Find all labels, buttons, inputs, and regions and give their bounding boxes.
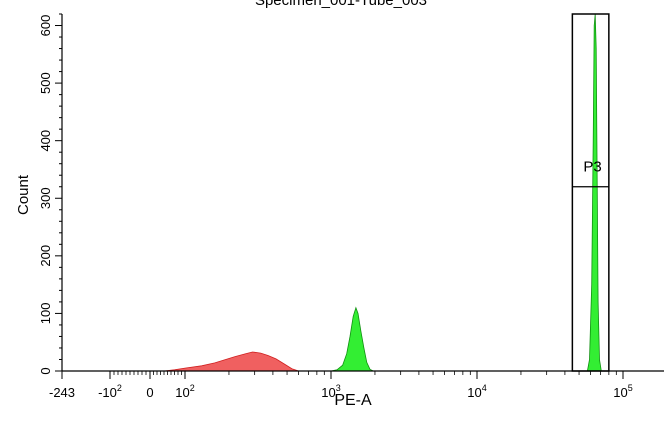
y-tick-label: 0 [38, 367, 53, 374]
y-axis-label: Count [15, 174, 32, 215]
x-tick-label: 104 [467, 383, 486, 400]
x-tick-label: 102 [175, 383, 194, 400]
histogram-peak-2 [330, 306, 374, 372]
chart-title: Specimen_001-Tube_003 [255, 0, 427, 9]
y-tick-label: 600 [38, 15, 53, 37]
y-tick-label: 400 [38, 130, 53, 152]
x-tick-label: 0 [146, 385, 153, 400]
histogram-peak-3 [586, 13, 602, 372]
gate-1-label: P3 [583, 159, 601, 176]
x-tick-label: -243 [49, 385, 75, 400]
histogram-peak-1 [163, 351, 299, 372]
y-tick-label: 100 [38, 303, 53, 325]
x-tick-label: -102 [98, 383, 122, 400]
x-tick-label: 105 [613, 383, 632, 400]
x-axis-label: PE-A [334, 392, 372, 409]
y-tick-label: 200 [38, 245, 53, 267]
y-tick-label: 300 [38, 187, 53, 209]
y-tick-label: 500 [38, 72, 53, 94]
